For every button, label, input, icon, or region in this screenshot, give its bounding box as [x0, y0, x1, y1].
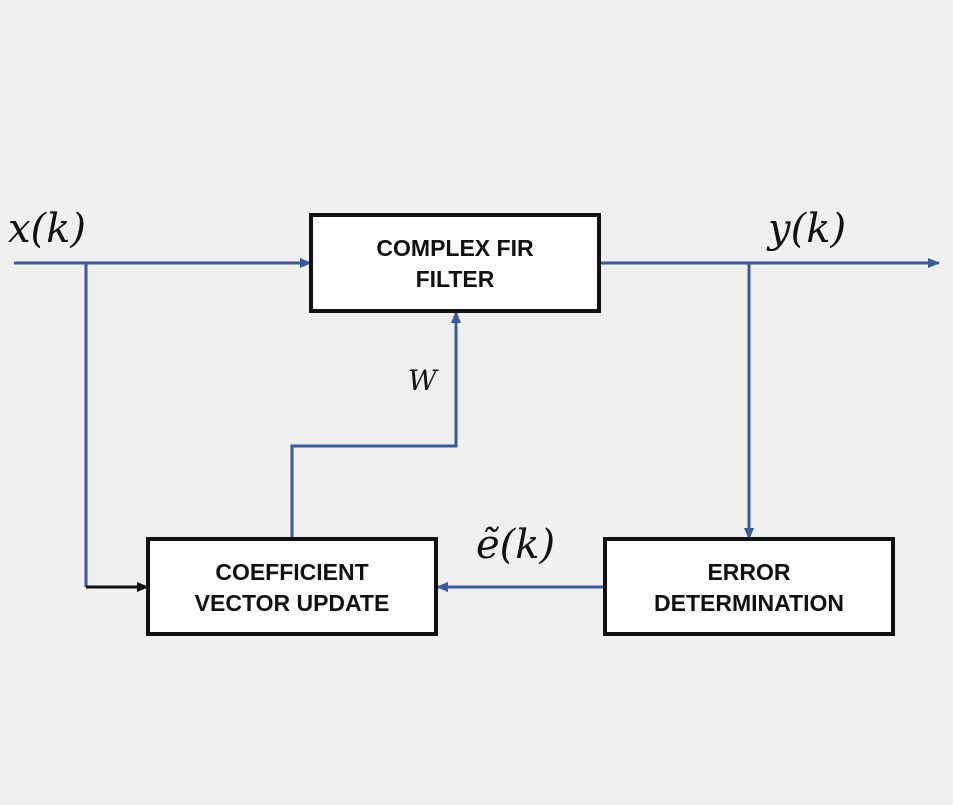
- coefficient-update-label-line1: COEFFICIENT: [215, 559, 368, 585]
- fir-filter-label-line2: FILTER: [416, 266, 495, 292]
- weight-signal-line: [290, 311, 461, 539]
- output-signal-label: y(k): [766, 206, 846, 252]
- error-determination-label-line2: DETERMINATION: [654, 590, 844, 616]
- coefficient-update-block: COEFFICIENT VECTOR UPDATE: [146, 537, 438, 636]
- input-signal-label: x(k): [8, 206, 86, 252]
- error-signal-label: ẽ(k): [476, 522, 555, 568]
- error-determination-block: ERROR DETERMINATION: [603, 537, 895, 636]
- error-determination-label-line1: ERROR: [707, 559, 790, 585]
- fir-filter-block: COMPLEX FIR FILTER: [309, 213, 601, 313]
- coefficient-update-label-line2: VECTOR UPDATE: [195, 590, 390, 616]
- fir-filter-label-line1: COMPLEX FIR: [376, 235, 534, 261]
- weights-label: W: [408, 364, 439, 397]
